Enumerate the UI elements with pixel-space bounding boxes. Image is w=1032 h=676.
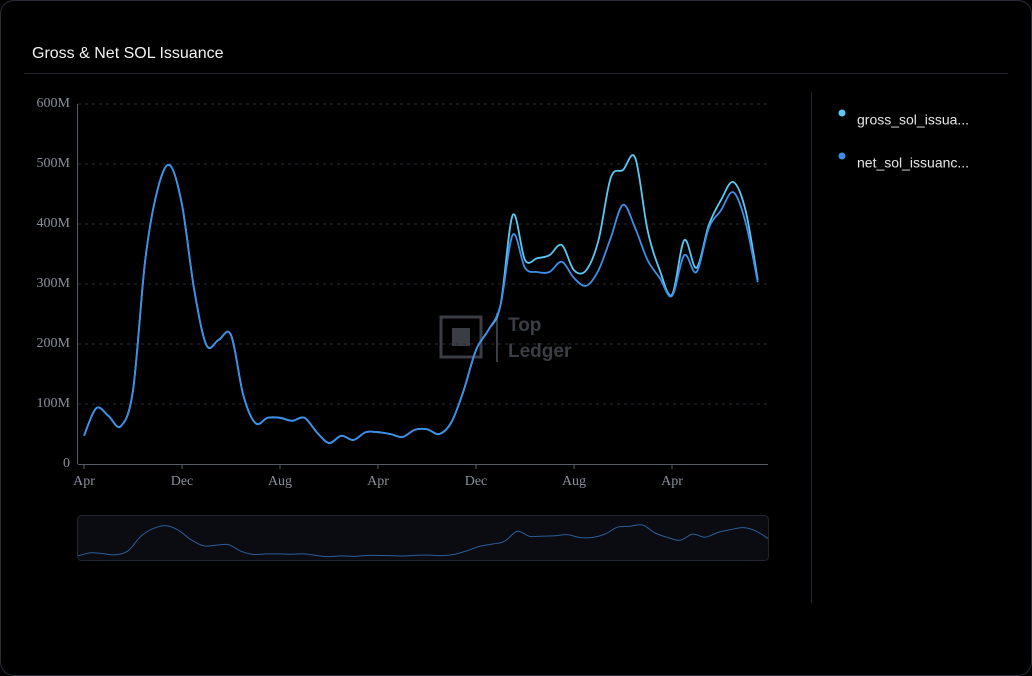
x-tick-label: Dec bbox=[465, 474, 488, 489]
zoom-slider[interactable] bbox=[77, 515, 769, 561]
legend-label: net_sol_issuanc... bbox=[857, 155, 969, 171]
y-tick-label: 100M bbox=[37, 396, 71, 411]
x-tick-label: Aug bbox=[268, 474, 292, 489]
legend-label: gross_sol_issua... bbox=[857, 112, 969, 128]
series-line bbox=[83, 154, 759, 444]
watermark-text: Ledger bbox=[508, 341, 572, 362]
y-tick-label: 400M bbox=[37, 216, 71, 231]
watermark: Top Ledger bbox=[439, 313, 572, 362]
y-tick-label: 200M bbox=[37, 336, 71, 351]
x-tick-label: Aug bbox=[562, 474, 586, 489]
x-tick-label: Apr bbox=[661, 474, 683, 489]
chart-title: Gross & Net SOL Issuance bbox=[32, 45, 224, 62]
legend-marker bbox=[838, 109, 846, 117]
y-tick-label: 300M bbox=[37, 276, 71, 291]
x-tick-label: Apr bbox=[73, 474, 95, 489]
y-tick-label: 600M bbox=[37, 96, 71, 111]
y-tick-label: 500M bbox=[37, 156, 71, 171]
y-tick-label: 0 bbox=[63, 456, 70, 471]
watermark-logo bbox=[439, 315, 483, 359]
x-tick-label: Apr bbox=[367, 474, 389, 489]
series-line bbox=[83, 163, 759, 444]
watermark-logo-inner bbox=[452, 328, 470, 346]
legend-marker bbox=[838, 152, 846, 160]
watermark-text: Top bbox=[508, 315, 541, 336]
x-tick-label: Dec bbox=[171, 474, 194, 489]
zoom-preview bbox=[77, 524, 769, 558]
